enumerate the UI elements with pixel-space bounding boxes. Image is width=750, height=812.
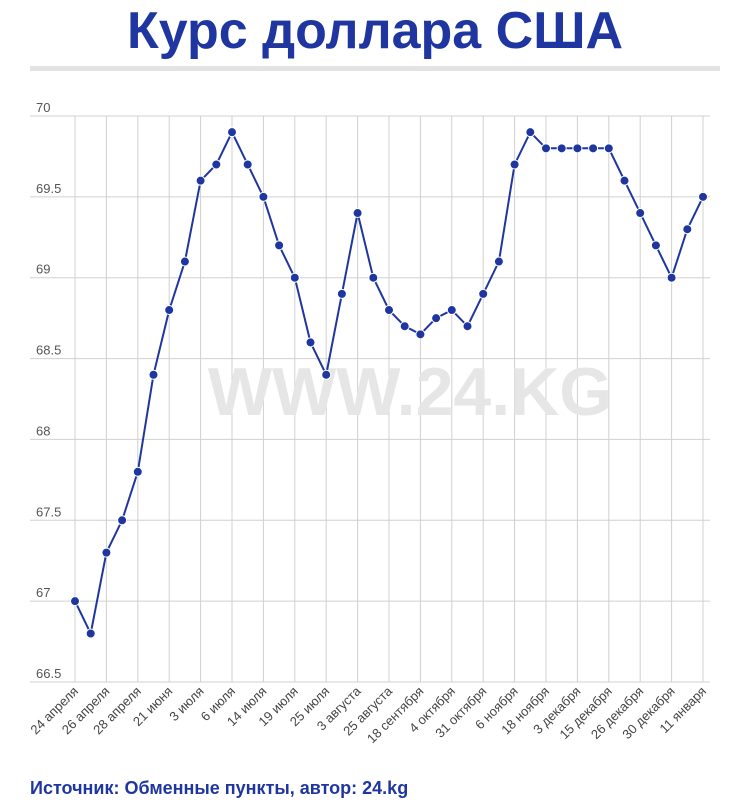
data-point: [619, 175, 630, 186]
y-tick-label: 70: [36, 100, 50, 115]
data-point: [556, 143, 567, 154]
data-point: [525, 127, 536, 138]
data-point: [384, 305, 394, 316]
data-point: [415, 329, 426, 340]
data-point: [368, 272, 379, 283]
data-point: [650, 240, 661, 251]
data-point: [179, 256, 190, 267]
y-axis: 70 69.5 69 68.5 68 67.5 67 66.5: [36, 100, 61, 681]
data-point: [399, 321, 410, 332]
data-point: [321, 369, 332, 380]
data-point: [211, 159, 222, 170]
data-point: [305, 337, 316, 348]
data-point: [242, 159, 253, 170]
data-point: [635, 208, 646, 219]
data-point: [588, 143, 599, 154]
y-tick-label: 67: [36, 585, 50, 600]
data-point: [70, 596, 80, 607]
data-point: [698, 191, 708, 202]
watermark-text: WWW.24.KG: [208, 354, 612, 430]
data-point: [101, 547, 112, 558]
data-point: [132, 466, 143, 477]
data-point: [117, 515, 128, 526]
y-tick-label: 66.5: [36, 666, 61, 681]
data-point: [462, 321, 473, 332]
data-point: [666, 272, 677, 283]
data-point: [274, 240, 285, 251]
data-point: [478, 288, 489, 299]
data-point: [336, 288, 347, 299]
data-point: [85, 628, 96, 639]
y-tick-label: 68.5: [36, 343, 61, 358]
data-point: [603, 143, 614, 154]
data-point: [431, 313, 442, 324]
y-tick-label: 68: [36, 423, 50, 438]
data-point: [446, 305, 457, 316]
source-caption: Источник: Обменные пункты, автор: 24.kg: [30, 778, 409, 798]
y-tick-label: 69: [36, 262, 50, 277]
data-point: [227, 127, 237, 138]
y-tick-label: 69.5: [36, 181, 61, 196]
data-point: [289, 272, 300, 283]
x-tick-label: 3 июля: [166, 684, 206, 724]
data-point: [352, 208, 363, 219]
data-point: [509, 159, 520, 170]
data-point: [258, 191, 269, 202]
data-point: [148, 369, 159, 380]
data-point: [493, 256, 504, 267]
data-point: [195, 175, 206, 186]
series: [70, 127, 708, 639]
y-tick-label: 67.5: [36, 504, 61, 519]
title-divider: [30, 66, 720, 71]
data-point: [541, 143, 551, 154]
grid: [30, 115, 710, 683]
data-point: [572, 143, 583, 154]
chart-title: Курс доллара США: [126, 2, 624, 60]
data-point: [164, 305, 175, 316]
data-point: [682, 224, 693, 235]
